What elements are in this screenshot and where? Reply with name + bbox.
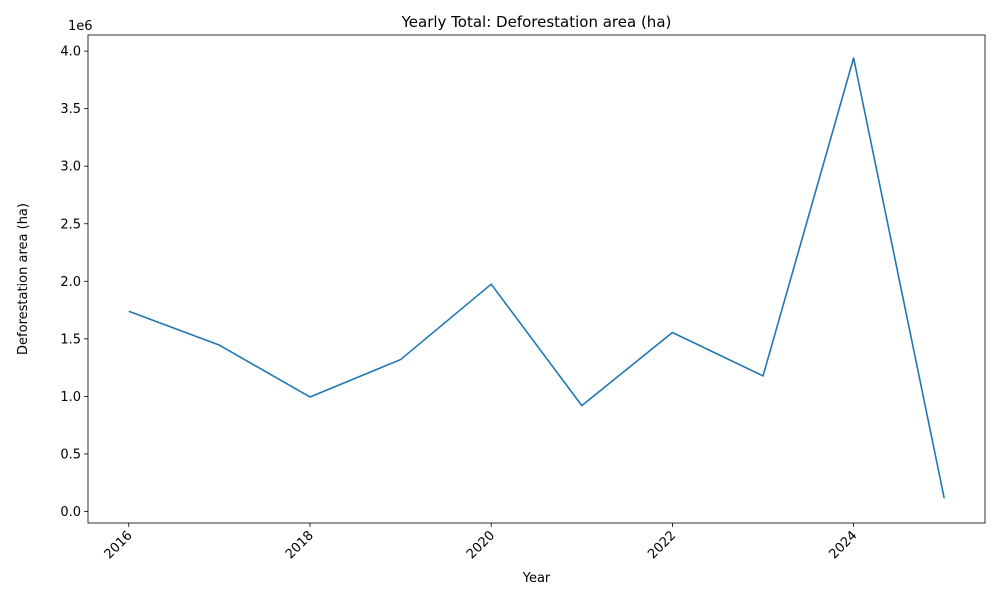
x-tick-label: 2018 [283,528,317,562]
y-axis-label: Deforestation area (ha) [16,203,31,355]
x-tick-label: 2022 [645,528,679,562]
x-tick-label: 2016 [102,528,136,562]
chart-title: Yearly Total: Deforestation area (ha) [401,13,672,31]
plot-area [87,34,986,524]
series-line [128,57,946,499]
y-tick-label: 3.5 [60,102,81,117]
x-axis-label: Year [522,571,551,586]
y-tick-label: 2.5 [60,217,81,232]
y-tick-label: 2.0 [60,275,81,290]
y-axis: 0.0 0.5 1.0 1.5 2.0 2.5 3.0 3.5 4.0 [60,45,88,520]
y-tick-label: 0.0 [60,505,81,520]
x-tick-label: 2024 [826,528,860,562]
y-tick-label: 1.0 [60,390,81,405]
y-offset-text: 1e6 [68,19,93,34]
x-tick-label: 2020 [464,528,498,562]
x-axis: 2016 2018 2020 2022 2024 [102,523,860,562]
y-tick-label: 4.0 [60,45,81,60]
y-tick-label: 1.5 [60,332,81,347]
series-layer [128,57,946,499]
y-tick-label: 0.5 [60,447,81,462]
y-tick-label: 3.0 [60,160,81,175]
